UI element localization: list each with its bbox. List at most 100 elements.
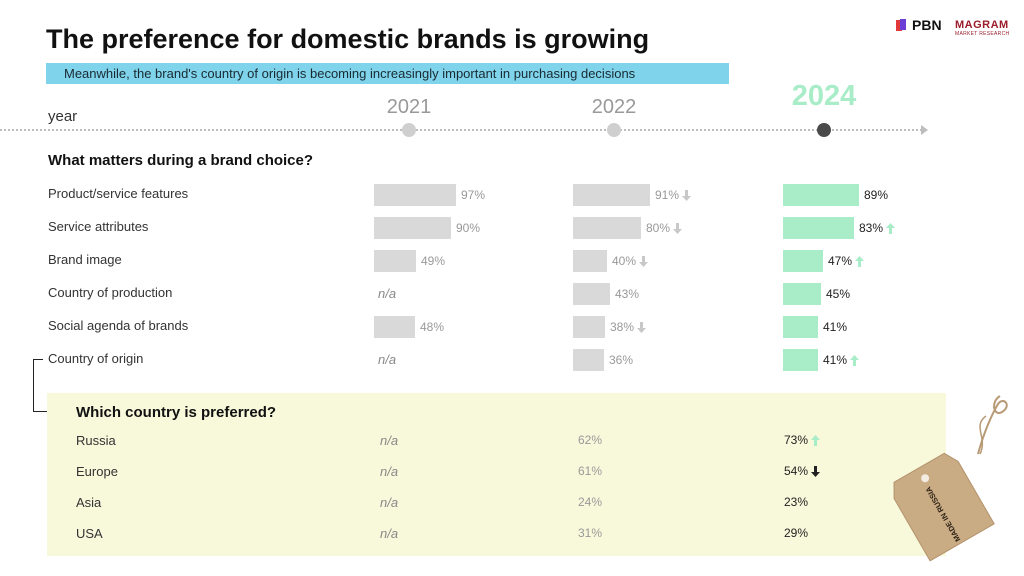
bar-value-text: 43% [615,287,640,301]
brand-factor-label: Service attributes [48,219,149,234]
country-preference-question: Which country is preferred? [76,404,277,421]
bar-value-label: 41% [823,320,847,334]
arrow-up-icon [886,222,896,234]
bar-value-text: 47% [828,254,853,268]
magram-logo-sub: MARKET RESEARCH [955,31,1010,37]
pbn-logo-mark-icon [896,18,906,31]
bar-2022 [573,184,650,206]
country-value-text: 23% [784,495,809,509]
country-value-text: 62% [578,433,603,447]
bar-2021 [374,217,451,239]
bar-value-label: 90% [456,221,480,235]
bar-value-na: n/a [378,352,397,367]
bar-value-label: 48% [420,320,444,334]
bar-value-text: 41% [823,320,848,334]
bar-value-text: 38% [610,320,635,334]
bar-2022 [573,349,604,371]
bracket-connector-vertical [33,359,34,411]
bar-value-label: 89% [864,188,888,202]
brand-factor-label: Product/service features [48,186,189,201]
country-value-text: 24% [578,495,603,509]
arrow-down-icon [639,255,649,267]
bar-value-text: 90% [456,221,481,235]
brand-factor-label: Brand image [48,252,122,267]
year-2022: 2022 [591,96,637,118]
bracket-connector-bottom [33,411,55,412]
bar-value-text: 40% [612,254,637,268]
bar-value-label: 80% [646,221,683,235]
bar-value-text: 91% [655,188,680,202]
country-value-2021: n/a [380,433,398,448]
country-value-2024: 54% [784,464,821,478]
country-value-text: 54% [784,464,809,478]
bar-value-label: 41% [823,353,860,367]
timeline-arrow-icon [921,125,928,135]
country-value-2021: n/a [380,495,398,510]
country-value-2024: 29% [784,526,808,540]
country-preference-panel [47,393,946,556]
bar-value-label: 43% [615,287,639,301]
arrow-up-icon [811,434,821,446]
bar-value-text: 45% [826,287,851,301]
bar-value-text: 41% [823,353,848,367]
country-value-text: n/a [380,526,399,541]
bar-value-text: 83% [859,221,884,235]
bar-value-text: 48% [420,320,445,334]
bar-2024 [783,184,859,206]
country-label: Russia [76,433,116,448]
made-in-russia-tag-icon: MADE IN RUSSIA [893,395,1008,562]
bar-2021 [374,316,415,338]
pbn-logo-text: PBN [912,17,942,33]
country-value-text: 31% [578,526,603,540]
arrow-down-icon [637,321,647,333]
subtitle-banner [46,63,729,84]
arrow-up-icon [850,354,860,366]
page-title: The preference for domestic brands is gr… [46,24,650,54]
country-value-2021: n/a [380,464,398,479]
country-value-2021: n/a [380,526,398,541]
country-value-text: 29% [784,526,809,540]
bar-2022 [573,250,607,272]
brand-choice-question: What matters during a brand choice? [48,152,314,169]
bar-2024 [783,217,854,239]
arrow-down-icon [811,465,821,477]
magram-logo: MAGRAM [955,19,1009,31]
bar-value-label: 49% [421,254,445,268]
country-value-text: n/a [380,433,399,448]
bar-value-label: 47% [828,254,865,268]
country-value-text: 73% [784,433,809,447]
bar-value-text: 80% [646,221,671,235]
bar-value-label: 36% [609,353,633,367]
bar-2022 [573,316,605,338]
arrow-down-icon [673,222,683,234]
country-value-2022: 31% [578,526,602,540]
country-label: Asia [76,495,102,510]
country-label: USA [76,526,103,541]
timeline-line [0,129,922,131]
brand-factor-label: Country of origin [48,351,144,366]
bar-2024 [783,250,823,272]
bar-2022 [573,283,610,305]
bracket-connector-top [33,359,43,360]
bar-value-label: 45% [826,287,850,301]
bar-value-text: 36% [609,353,634,367]
bar-value-text: 49% [421,254,446,268]
brand-factor-label: Country of production [48,285,173,300]
brand-factor-label: Social agenda of brands [48,318,189,333]
timeline-dot-2022 [607,123,621,137]
bar-value-label: 40% [612,254,649,268]
country-value-2022: 62% [578,433,602,447]
bar-value-text: 89% [864,188,889,202]
country-value-2024: 23% [784,495,808,509]
country-value-text: n/a [380,495,399,510]
bar-value-label: 97% [461,188,485,202]
bar-2024 [783,283,821,305]
country-value-2022: 24% [578,495,602,509]
country-label: Europe [76,464,118,479]
timeline-year-label: year [48,108,78,125]
bar-2021 [374,184,456,206]
bar-value-text: 97% [461,188,486,202]
country-value-2024: 73% [784,433,821,447]
subtitle-text: Meanwhile, the brand's country of origin… [64,66,636,81]
arrow-down-icon [682,189,692,201]
